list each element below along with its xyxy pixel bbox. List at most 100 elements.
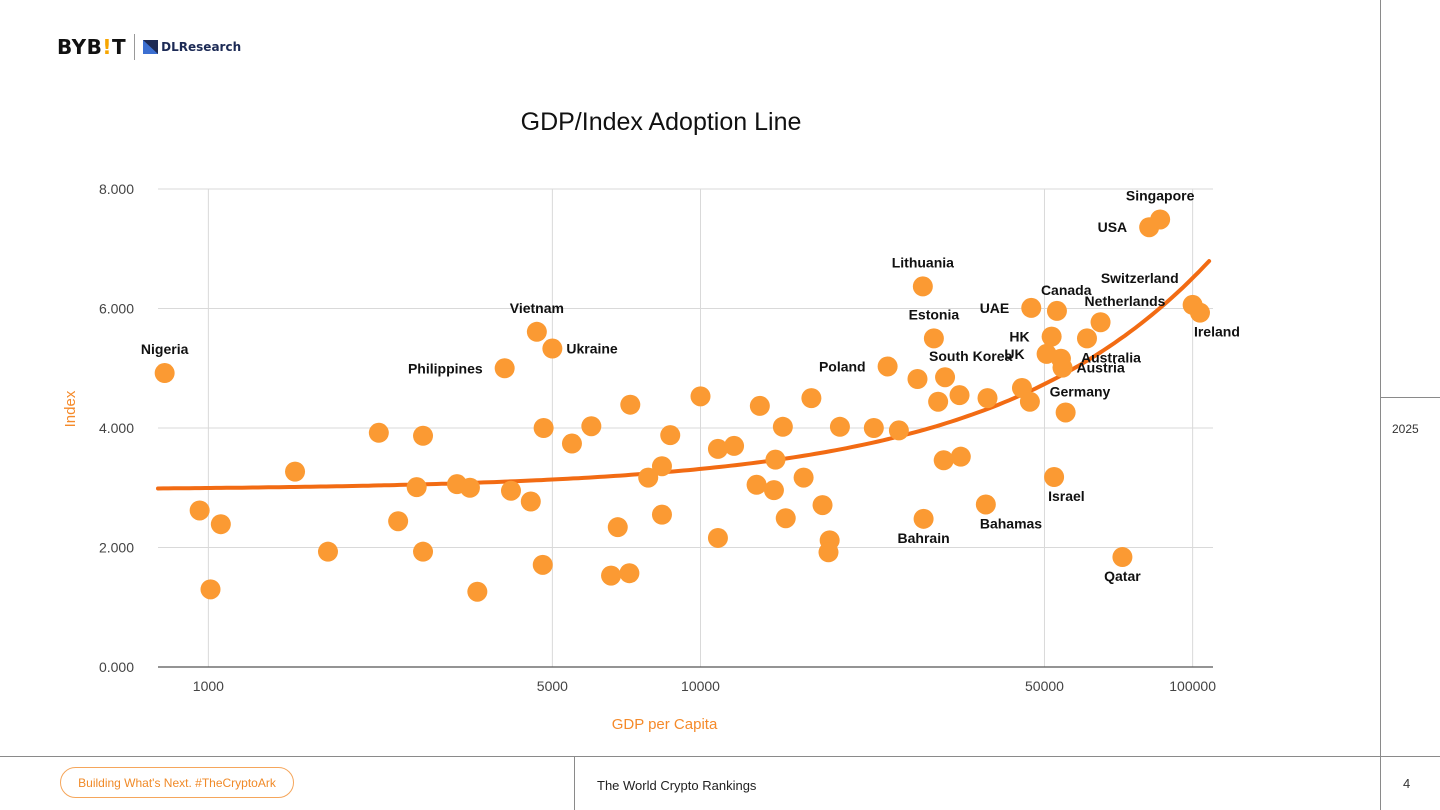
- label-layer: Nigeria Philippines Vietnam Ukraine Poland Ba…: [141, 187, 1240, 584]
- trend-layer: [156, 259, 1212, 491]
- point-label: Lithuania: [892, 254, 954, 270]
- data-point: [793, 467, 814, 488]
- footer-column-divider: [574, 756, 575, 810]
- data-point: [765, 449, 786, 470]
- point-label: Bahrain: [898, 530, 950, 546]
- report-title: The World Crypto Rankings: [597, 778, 757, 793]
- data-point: [724, 435, 745, 456]
- tagline-pill[interactable]: Building What's Next. #TheCryptoArk: [60, 767, 294, 798]
- dlresearch-logo: DLResearch: [143, 40, 241, 54]
- data-point: [975, 494, 996, 515]
- bybit-logo: BYB!T: [57, 35, 127, 59]
- x-tick-label: 100000: [1169, 678, 1216, 694]
- data-point: [950, 446, 971, 467]
- right-panel-divider: [1380, 0, 1381, 810]
- data-point: [651, 456, 672, 477]
- data-point: [542, 338, 563, 359]
- data-point: [532, 554, 553, 575]
- data-point: [467, 581, 488, 602]
- data-point: [1052, 357, 1073, 378]
- brand-header: BYB!T DLResearch: [57, 33, 241, 61]
- data-point: [638, 467, 659, 488]
- data-point: [620, 394, 641, 415]
- point-label: Vietnam: [510, 300, 564, 316]
- x-axis-title: GDP per Capita: [612, 716, 718, 733]
- report-year: 2025: [1392, 422, 1419, 436]
- y-tick-label: 6.000: [99, 301, 134, 317]
- data-point: [977, 388, 998, 409]
- data-point: [888, 420, 909, 441]
- data-point: [763, 480, 784, 501]
- data-point: [1189, 302, 1210, 323]
- point-label: Netherlands: [1085, 293, 1166, 309]
- data-point: [829, 416, 850, 437]
- data-point: [928, 391, 949, 412]
- point-label: Switzerland: [1101, 270, 1179, 286]
- axis-layer: 0.000 2.000 4.000 6.000 8.000 1000 5000 10000 50…: [99, 181, 1216, 694]
- x-tick-label: 1000: [193, 678, 224, 694]
- dlresearch-icon: [143, 40, 159, 54]
- data-point: [707, 527, 728, 548]
- data-point: [406, 477, 427, 498]
- data-point: [1021, 297, 1042, 318]
- data-point: [388, 511, 409, 532]
- y-axis-title: Index: [62, 390, 79, 427]
- data-point: [923, 328, 944, 349]
- data-point: [210, 514, 231, 535]
- point-label: Nigeria: [141, 341, 189, 357]
- data-point: [812, 495, 833, 516]
- data-point: [533, 418, 554, 438]
- point-label: Israel: [1048, 488, 1085, 504]
- data-point: [500, 480, 521, 501]
- point-label: South Korea: [929, 348, 1012, 364]
- y-tick-label: 8.000: [99, 181, 134, 197]
- data-point: [607, 517, 628, 538]
- point-label: UK: [1004, 346, 1024, 362]
- data-point: [619, 563, 640, 584]
- point-label: Singapore: [1126, 187, 1195, 203]
- x-tick-label: 10000: [681, 678, 720, 694]
- y-tick-label: 2.000: [99, 540, 134, 556]
- data-point: [1055, 402, 1076, 423]
- data-point: [1076, 328, 1097, 349]
- point-label: Germany: [1050, 383, 1111, 399]
- point-label: Canada: [1041, 282, 1092, 298]
- point-label: HK: [1009, 329, 1029, 345]
- data-point: [1019, 391, 1040, 412]
- point-label: Austria: [1077, 360, 1125, 376]
- data-point: [935, 367, 956, 388]
- data-point: [749, 395, 770, 416]
- data-point: [933, 450, 954, 471]
- x-tick-label: 5000: [537, 678, 568, 694]
- point-label: Philippines: [408, 360, 483, 376]
- page-number: 4: [1403, 776, 1411, 791]
- data-point: [1044, 466, 1065, 487]
- data-point: [949, 385, 970, 406]
- data-point: [285, 461, 306, 482]
- y-tick-label: 0.000: [99, 659, 134, 675]
- point-layer: [154, 209, 1210, 602]
- point-label: Qatar: [1104, 568, 1141, 584]
- data-point: [413, 541, 434, 562]
- data-point: [707, 438, 728, 459]
- point-label: Ireland: [1194, 324, 1240, 340]
- data-point: [317, 541, 338, 562]
- data-point: [818, 542, 839, 563]
- data-point: [413, 425, 434, 446]
- data-point: [1046, 300, 1067, 321]
- point-label: Ukraine: [566, 341, 618, 357]
- point-label: Australia: [1081, 349, 1141, 365]
- point-label: Bahamas: [980, 515, 1042, 531]
- grid-layer: [158, 188, 1213, 667]
- data-point: [368, 422, 389, 443]
- y-tick-label: 4.000: [99, 420, 134, 436]
- chart-title: GDP/Index Adoption Line: [520, 108, 802, 136]
- data-point: [494, 358, 515, 379]
- trend-line: [156, 259, 1212, 491]
- data-point: [1112, 547, 1133, 568]
- data-point: [581, 416, 602, 437]
- data-point: [913, 508, 934, 529]
- data-point: [907, 369, 928, 390]
- data-point: [801, 388, 822, 409]
- point-label: Estonia: [909, 306, 960, 322]
